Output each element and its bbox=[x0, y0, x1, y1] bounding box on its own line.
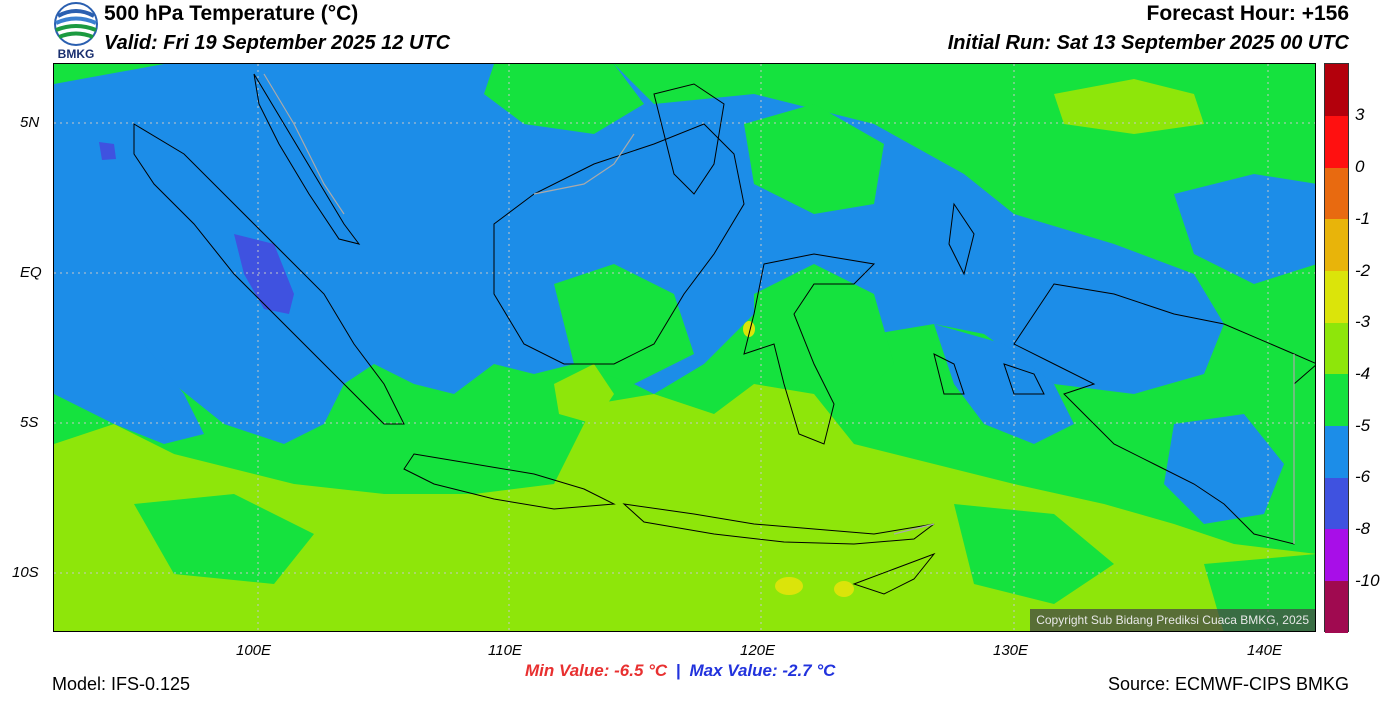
colorbar-label-minus4: -4 bbox=[1355, 364, 1371, 383]
field-warm-pocket-1 bbox=[554, 364, 614, 424]
initial-run: Initial Run: Sat 13 September 2025 00 UT… bbox=[947, 32, 1349, 54]
lat-label-5s: 5S bbox=[20, 414, 39, 431]
colorbar-label-minus3: -3 bbox=[1355, 312, 1371, 331]
model-label: Model: IFS-0.125 bbox=[52, 674, 191, 694]
colorbar-seg-1 bbox=[1325, 116, 1348, 168]
border-malaysia bbox=[263, 73, 345, 215]
field-cold-blue-4 bbox=[54, 284, 204, 444]
colorbar-label-minus10: -10 bbox=[1355, 571, 1380, 590]
coast-sumatra bbox=[133, 123, 405, 425]
field-green-south-2 bbox=[954, 504, 1114, 604]
logo-text: BMKG bbox=[58, 47, 95, 60]
graticule bbox=[54, 64, 1315, 631]
stats-separator: | bbox=[675, 661, 681, 680]
colorbar-label-minus8: -8 bbox=[1355, 519, 1371, 538]
field-cold-blue-2 bbox=[934, 324, 1074, 444]
field-green-south-1 bbox=[134, 494, 314, 584]
colorbar-label-3: 3 bbox=[1355, 105, 1365, 124]
copyright-notice: Copyright Sub Bidang Prediksi Cuaca BMKG… bbox=[1030, 609, 1315, 631]
colorbar-label-minus5: -5 bbox=[1355, 416, 1371, 435]
field-green-pocket-3 bbox=[484, 64, 644, 134]
colorbar-seg-2 bbox=[1325, 168, 1348, 219]
field-cold-blue-3 bbox=[1164, 414, 1284, 524]
map-canvas bbox=[54, 64, 1315, 631]
field-cold-blue bbox=[54, 64, 1224, 444]
lon-label-110e: 110E bbox=[488, 642, 522, 659]
field-warm-north-east bbox=[1054, 79, 1204, 134]
field-green-pocket-2 bbox=[754, 264, 894, 404]
forecast-hour: Forecast Hour: +156 bbox=[1146, 2, 1350, 25]
colorbar-seg-5 bbox=[1325, 323, 1348, 374]
colorbar-label-minus2: -2 bbox=[1355, 261, 1371, 280]
coast-timor bbox=[852, 552, 936, 595]
field-yellow-spot-2 bbox=[834, 581, 854, 597]
max-value: Max Value: -2.7 °C bbox=[689, 661, 836, 680]
lon-label-130e: 130E bbox=[993, 642, 1029, 659]
lon-label-120e: 120E bbox=[740, 642, 776, 659]
border-borneo bbox=[533, 133, 635, 195]
field-cold-core bbox=[234, 234, 294, 314]
colorbar-seg-0 bbox=[1325, 64, 1348, 116]
source-label: Source: ECMWF-CIPS BMKG bbox=[1107, 674, 1349, 694]
field-cold-blue-5 bbox=[1174, 174, 1315, 284]
colorbar-label-minus1: -1 bbox=[1355, 209, 1371, 228]
colorbar-seg-8 bbox=[1325, 478, 1348, 529]
colorbar-seg-4 bbox=[1325, 271, 1348, 323]
colorbar-seg-7 bbox=[1325, 426, 1348, 478]
colorbar-seg-9 bbox=[1325, 529, 1348, 581]
field-warm-west bbox=[54, 424, 174, 484]
coast-papua bbox=[1013, 283, 1315, 545]
coast-borneo bbox=[493, 123, 745, 365]
temperature-map: Copyright Sub Bidang Prediksi Cuaca BMKG… bbox=[53, 63, 1316, 632]
min-max-stats: Min Value: -6.5 °C | Max Value: -2.7 °C bbox=[525, 661, 835, 681]
coast-sulawesi bbox=[743, 253, 876, 445]
coast-malaya bbox=[253, 73, 361, 245]
coastlines bbox=[133, 73, 1315, 595]
colorbar-label-minus6: -6 bbox=[1355, 467, 1371, 486]
lon-label-100e: 100E bbox=[236, 642, 272, 659]
field-green-pocket-1 bbox=[554, 264, 694, 384]
colorbar bbox=[1324, 63, 1349, 633]
field-yellow-spot-3 bbox=[743, 321, 755, 337]
colorbar-seg-3 bbox=[1325, 219, 1348, 271]
border-timor bbox=[893, 523, 935, 535]
colorbar-seg-10 bbox=[1325, 581, 1348, 633]
coast-java bbox=[403, 453, 616, 510]
coast-nusa-tenggara bbox=[622, 503, 935, 545]
lat-label-eq: EQ bbox=[20, 264, 42, 281]
min-value: Min Value: -6.5 °C bbox=[525, 661, 668, 680]
coast-maluku bbox=[933, 353, 1045, 395]
field-green-pocket-4 bbox=[744, 104, 884, 214]
bmkg-logo: BMKG bbox=[52, 2, 100, 61]
field-yellow-spot-1 bbox=[775, 577, 803, 595]
coast-halmahera bbox=[948, 202, 975, 276]
colorbar-label-0: 0 bbox=[1355, 157, 1365, 176]
country-borders bbox=[263, 73, 1295, 544]
lat-label-10s: 10S bbox=[12, 564, 39, 581]
valid-time: Valid: Fri 19 September 2025 12 UTC bbox=[104, 32, 451, 54]
colorbar-seg-6 bbox=[1325, 374, 1348, 426]
lat-label-5n: 5N bbox=[20, 114, 40, 131]
lon-label-140e: 140E bbox=[1247, 642, 1283, 659]
map-title: 500 hPa Temperature (°C) bbox=[104, 2, 359, 25]
coast-philippines bbox=[653, 83, 725, 195]
field-cold-core-2 bbox=[99, 142, 116, 160]
